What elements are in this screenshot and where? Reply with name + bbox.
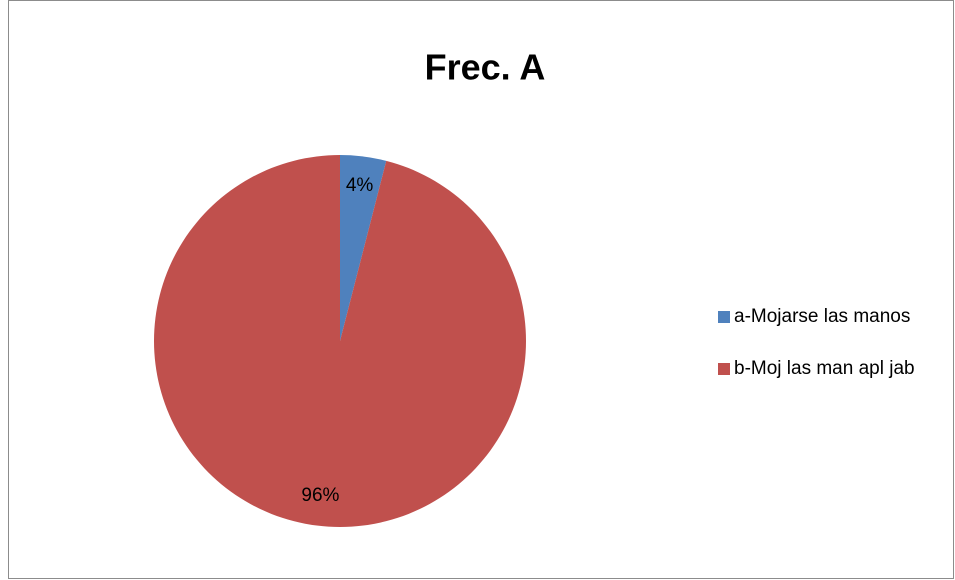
data-label: 4% [346, 175, 374, 196]
data-label: 96% [301, 485, 339, 506]
legend-swatch [718, 311, 730, 323]
legend-label: a-Mojarse las manos [734, 306, 910, 327]
chart-title: Frec. A [425, 47, 546, 88]
pie-slice [153, 154, 526, 528]
legend-swatch [718, 363, 730, 375]
pie-slice [340, 155, 387, 341]
legend-label: b-Moj las man apl jab [734, 358, 915, 379]
